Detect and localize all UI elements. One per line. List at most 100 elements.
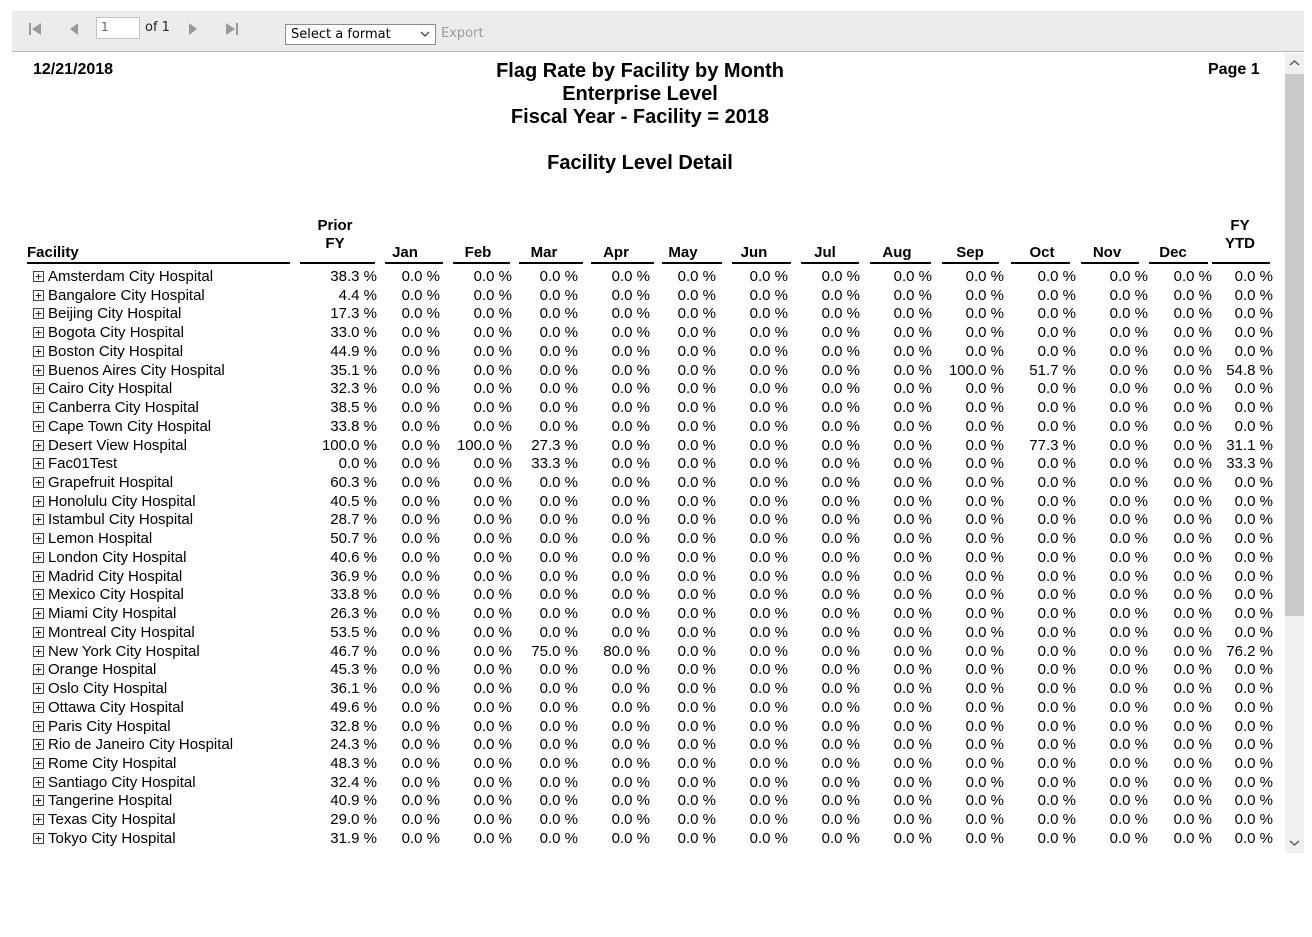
expand-toggle-icon[interactable]: + (33, 420, 44, 432)
cell-prior: 0.0 % (338, 455, 377, 473)
table-row: + Desert View Hospital 100.0 % 0.0 % 100.0 %… (12, 437, 1284, 456)
report-toolbar: 1 of 1 Select a format Export (12, 11, 1304, 52)
expand-toggle-icon[interactable]: + (33, 308, 44, 320)
cell-jul: 0.0 % (821, 773, 860, 791)
facility-name: Miami City Hospital (48, 605, 177, 623)
cell-dec: 0.0 % (1173, 474, 1212, 492)
expand-toggle-icon[interactable]: + (33, 757, 44, 769)
cell-jul: 0.0 % (821, 698, 860, 716)
cell-feb: 0.0 % (473, 305, 512, 323)
export-link[interactable]: Export (441, 26, 484, 41)
facility-name: Fac01Test (48, 455, 118, 473)
cell-sep: 0.0 % (965, 792, 1004, 810)
cell-jul: 0.0 % (821, 492, 860, 510)
cell-mar: 0.0 % (539, 567, 578, 585)
expand-toggle-icon[interactable]: + (33, 477, 44, 489)
last-page-icon[interactable] (223, 20, 241, 38)
cell-prior: 38.3 % (330, 268, 377, 285)
expand-toggle-icon[interactable]: + (33, 739, 44, 751)
facility-name: Tokyo City Hospital (48, 829, 176, 847)
cell-feb: 0.0 % (473, 754, 512, 772)
table-row: + Bogota City Hospital 33.0 % 0.0 % 0.0 % 0.0… (12, 324, 1284, 343)
previous-page-icon[interactable] (65, 20, 83, 38)
expand-toggle-icon[interactable]: + (33, 271, 44, 282)
cell-nov: 0.0 % (1109, 567, 1148, 585)
expand-toggle-icon[interactable]: + (33, 402, 44, 414)
cell-dec: 0.0 % (1173, 511, 1212, 529)
next-page-icon[interactable] (184, 20, 202, 38)
cell-aug: 0.0 % (893, 474, 932, 492)
expand-toggle-icon[interactable]: + (33, 776, 44, 788)
scroll-down-icon[interactable] (1289, 837, 1300, 848)
cell-oct: 77.3 % (1029, 436, 1076, 454)
expand-toggle-icon[interactable]: + (33, 626, 44, 638)
cell-oct: 0.0 % (1037, 474, 1076, 492)
expand-toggle-icon[interactable]: + (33, 439, 44, 451)
cell-dec: 0.0 % (1173, 567, 1212, 585)
expand-toggle-icon[interactable]: + (33, 795, 44, 807)
cell-ytd: 0.0 % (1234, 829, 1273, 847)
cell-sep: 0.0 % (965, 399, 1004, 417)
expand-toggle-icon[interactable]: + (33, 533, 44, 545)
expand-toggle-icon[interactable]: + (33, 608, 44, 620)
expand-toggle-icon[interactable]: + (33, 645, 44, 657)
cell-mar: 0.0 % (539, 754, 578, 772)
export-format-select[interactable]: Select a format (285, 24, 436, 45)
cell-jun: 0.0 % (749, 698, 788, 716)
expand-toggle-icon[interactable]: + (33, 701, 44, 713)
column-header-jan: Jan (392, 244, 418, 261)
cell-apr: 0.0 % (611, 474, 650, 492)
column-underline (300, 262, 375, 264)
expand-toggle-icon[interactable]: + (33, 327, 44, 339)
scrollbar-thumb[interactable] (1285, 74, 1304, 616)
cell-jan: 0.0 % (401, 361, 440, 379)
scroll-up-icon[interactable] (1289, 58, 1300, 69)
cell-nov: 0.0 % (1109, 698, 1148, 716)
cell-apr: 0.0 % (611, 623, 650, 641)
column-underline (1149, 262, 1208, 264)
cell-jul: 0.0 % (821, 268, 860, 285)
cell-apr: 0.0 % (611, 792, 650, 810)
expand-toggle-icon[interactable]: + (33, 683, 44, 695)
expand-toggle-icon[interactable]: + (33, 345, 44, 357)
cell-jun: 0.0 % (749, 736, 788, 754)
cell-oct: 0.0 % (1037, 736, 1076, 754)
cell-mar: 0.0 % (539, 605, 578, 623)
expand-toggle-icon[interactable]: + (33, 458, 44, 470)
expand-toggle-icon[interactable]: + (33, 551, 44, 563)
expand-toggle-icon[interactable]: + (33, 832, 44, 844)
cell-may: 0.0 % (677, 268, 716, 285)
cell-nov: 0.0 % (1109, 286, 1148, 304)
expand-toggle-icon[interactable]: + (33, 720, 44, 732)
expand-toggle-icon[interactable]: + (33, 364, 44, 376)
cell-nov: 0.0 % (1109, 548, 1148, 566)
expand-toggle-icon[interactable]: + (33, 514, 44, 526)
expand-toggle-icon[interactable]: + (33, 383, 44, 395)
cell-dec: 0.0 % (1173, 680, 1212, 698)
cell-sep: 0.0 % (965, 268, 1004, 285)
expand-toggle-icon[interactable]: + (33, 495, 44, 507)
facility-name: Paris City Hospital (48, 717, 171, 735)
cell-mar: 0.0 % (539, 792, 578, 810)
cell-sep: 0.0 % (965, 811, 1004, 829)
cell-mar: 0.0 % (539, 380, 578, 398)
first-page-icon[interactable] (26, 20, 44, 38)
expand-toggle-icon[interactable]: + (33, 589, 44, 601)
expand-toggle-icon[interactable]: + (33, 664, 44, 676)
cell-jul: 0.0 % (821, 829, 860, 847)
cell-apr: 0.0 % (611, 548, 650, 566)
cell-jun: 0.0 % (749, 773, 788, 791)
cell-dec: 0.0 % (1173, 455, 1212, 473)
cell-prior: 32.4 % (330, 773, 377, 791)
cell-sep: 0.0 % (965, 661, 1004, 679)
table-row: + New York City Hospital 46.7 % 0.0 % 0.0 % 7… (12, 643, 1284, 662)
expand-toggle-icon[interactable]: + (33, 289, 44, 301)
column-header-mar: Mar (530, 244, 558, 261)
vertical-scrollbar[interactable] (1285, 53, 1304, 853)
page-number-input[interactable]: 1 (96, 17, 140, 39)
expand-toggle-icon[interactable]: + (33, 570, 44, 582)
facility-name: Rio de Janeiro City Hospital (48, 736, 234, 754)
cell-dec: 0.0 % (1173, 586, 1212, 604)
expand-toggle-icon[interactable]: + (33, 814, 44, 826)
cell-sep: 0.0 % (965, 380, 1004, 398)
